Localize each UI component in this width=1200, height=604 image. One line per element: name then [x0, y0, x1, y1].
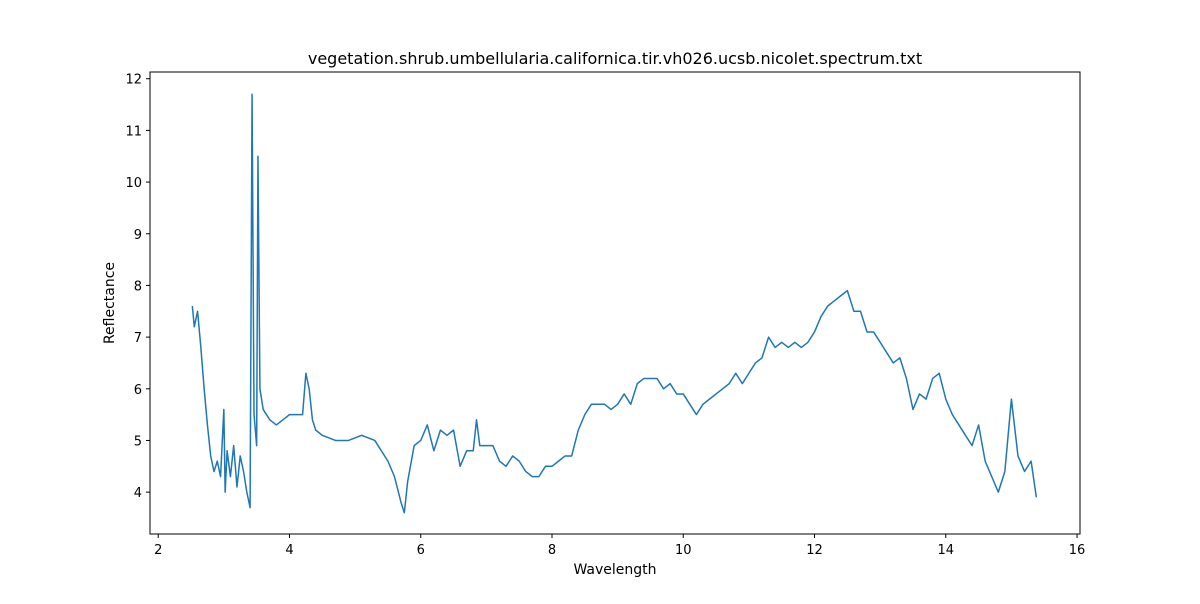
x-tick-label: 12 [806, 543, 823, 558]
x-tick-label: 4 [285, 543, 293, 558]
y-tick-label: 8 [134, 279, 142, 294]
x-tick-label: 2 [154, 543, 162, 558]
x-tick-label: 14 [938, 543, 955, 558]
y-tick-label: 11 [125, 124, 142, 139]
plot-frame [149, 71, 1081, 535]
x-tick-label: 6 [417, 543, 425, 558]
y-tick-label: 6 [134, 383, 142, 398]
y-tick-label: 7 [134, 331, 142, 346]
spectrum-line [191, 93, 1038, 514]
chart-title: vegetation.shrub.umbellularia.californic… [308, 49, 922, 68]
x-tick-label: 16 [1069, 543, 1086, 558]
y-tick-label: 10 [125, 176, 142, 191]
y-tick-label: 5 [134, 434, 142, 449]
y-tick-label: 4 [134, 486, 142, 501]
x-axis-label: Wavelength [573, 562, 656, 578]
x-tick-label: 8 [548, 543, 556, 558]
y-tick-label: 9 [134, 228, 142, 243]
y-axis-label: Reflectance [102, 262, 118, 344]
x-tick-label: 10 [675, 543, 692, 558]
y-tick-label: 12 [125, 73, 142, 88]
